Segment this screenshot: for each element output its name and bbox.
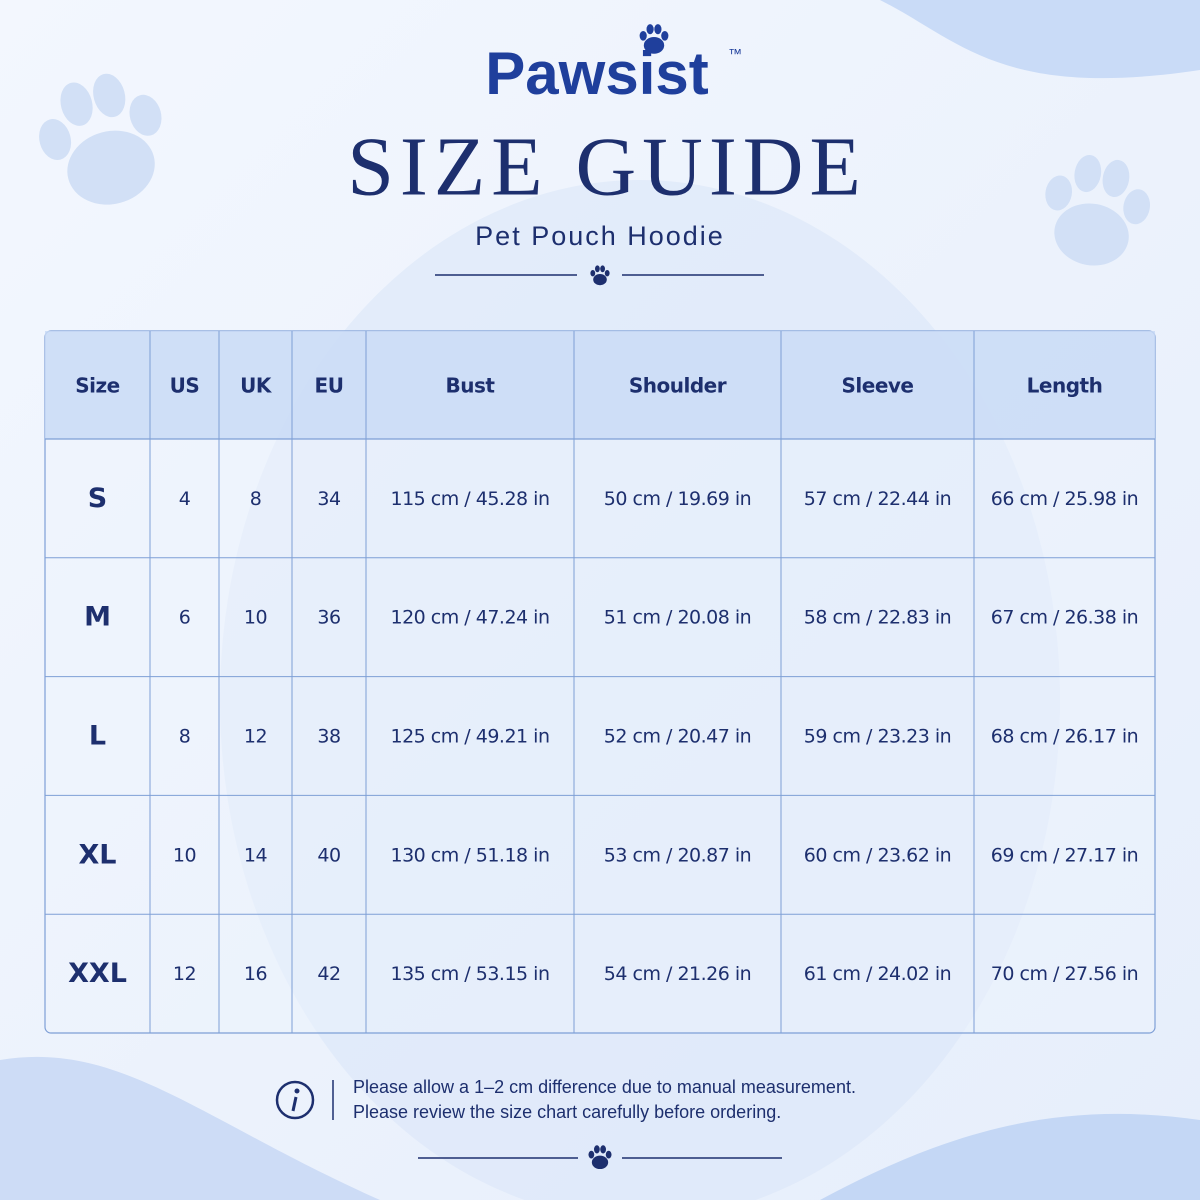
table-cell: 67 cm / 26.38 in [991, 607, 1138, 629]
column-header: US [170, 374, 200, 398]
column-header: EU [315, 374, 344, 398]
table-cell: 12 [173, 963, 196, 985]
table-cell: 125 cm / 49.21 in [391, 726, 550, 748]
title: SIZE GUIDE [347, 120, 867, 213]
table-cell: 12 [244, 726, 267, 748]
column-header: Size [75, 374, 119, 398]
size-label: XL [78, 839, 116, 870]
table-cell: 8 [250, 488, 262, 510]
table-cell: 120 cm / 47.24 in [391, 607, 550, 629]
corner-wave [0, 1056, 380, 1200]
table-cell: 58 cm / 22.83 in [804, 607, 951, 629]
table-cell: 61 cm / 24.02 in [804, 963, 951, 985]
table-cell: 8 [179, 726, 191, 748]
column-header: Length [1027, 374, 1103, 398]
table-cell: 51 cm / 20.08 in [604, 607, 751, 629]
size-table: Size US UK EU Bust Shoulder Sleeve Length S 4 8 34 1… [44, 330, 1156, 1034]
corner-wave [820, 1113, 1200, 1200]
size-label: S [88, 483, 107, 514]
table-cell: 16 [244, 963, 267, 985]
table-cell: 38 [317, 726, 340, 748]
table-cell: 57 cm / 22.44 in [804, 488, 951, 510]
subtitle: Pet Pouch Hoodie [475, 221, 725, 251]
column-header: UK [240, 374, 273, 398]
table-cell: 10 [244, 607, 267, 629]
table-cell: 135 cm / 53.15 in [391, 963, 550, 985]
table-cell: 6 [179, 607, 191, 629]
table-header-bg [45, 331, 1155, 439]
table-cell: 66 cm / 25.98 in [991, 488, 1138, 510]
table-cell: 53 cm / 20.87 in [604, 844, 751, 866]
column-header: Sleeve [842, 374, 914, 398]
column-header: Bust [446, 374, 496, 398]
table-cell: 59 cm / 23.23 in [804, 726, 951, 748]
info-icon-dot [294, 1088, 300, 1094]
table-cell: 54 cm / 21.26 in [604, 963, 751, 985]
info-icon-stem [291, 1096, 298, 1112]
table-cell: 36 [317, 607, 340, 629]
table-cell: 40 [317, 844, 340, 866]
table-cell: 60 cm / 23.62 in [804, 844, 951, 866]
table-cell: 14 [244, 844, 268, 866]
table-cell: 68 cm / 26.17 in [991, 726, 1138, 748]
table-cell: 42 [317, 963, 340, 985]
table-cell: 34 [317, 488, 341, 510]
table-cell: 4 [179, 488, 191, 510]
brand: Pawsist [485, 40, 708, 107]
note-line: Please allow a 1–2 cm difference due to … [353, 1077, 856, 1097]
note-line: Please review the size chart carefully b… [353, 1102, 781, 1122]
table-cell: 50 cm / 19.69 in [604, 488, 751, 510]
size-label: M [84, 602, 111, 633]
size-label: XXL [68, 958, 127, 989]
table-cell: 115 cm / 45.28 in [391, 488, 550, 510]
info-icon [275, 1080, 315, 1120]
table-cell: 69 cm / 27.17 in [991, 844, 1138, 866]
table-cell: 52 cm / 20.47 in [604, 726, 751, 748]
table-cell: 130 cm / 51.18 in [391, 844, 550, 866]
table-cell: 10 [173, 844, 196, 866]
table-cell: 70 cm / 27.56 in [991, 963, 1138, 985]
column-header: Shoulder [629, 374, 727, 398]
trademark: ™ [728, 46, 742, 62]
corner-wave [880, 0, 1200, 79]
size-label: L [89, 721, 106, 752]
